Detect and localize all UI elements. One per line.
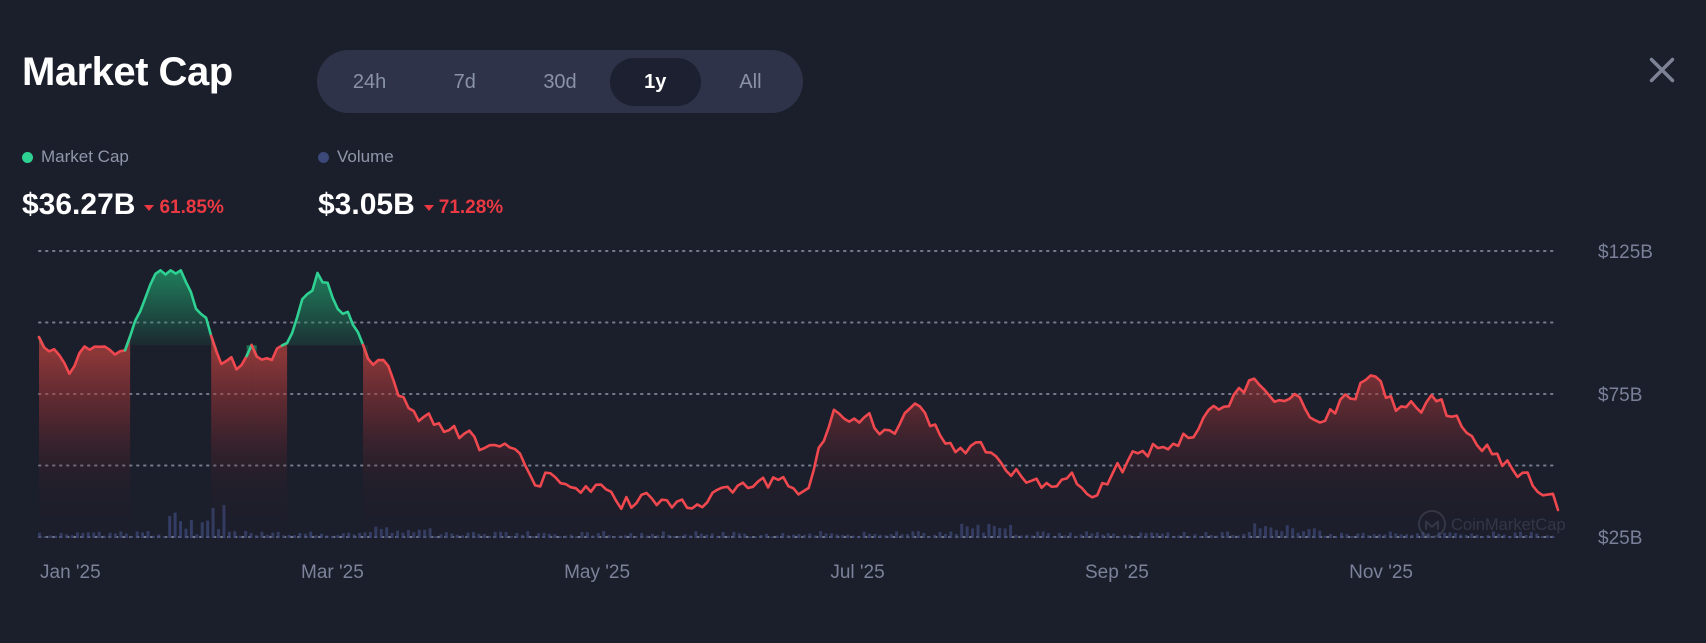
svg-text:$75B: $75B	[1598, 385, 1642, 406]
svg-text:$25B: $25B	[1598, 528, 1642, 549]
svg-text:CoinMarketCap: CoinMarketCap	[1451, 516, 1566, 534]
svg-text:$125B: $125B	[1598, 242, 1653, 263]
